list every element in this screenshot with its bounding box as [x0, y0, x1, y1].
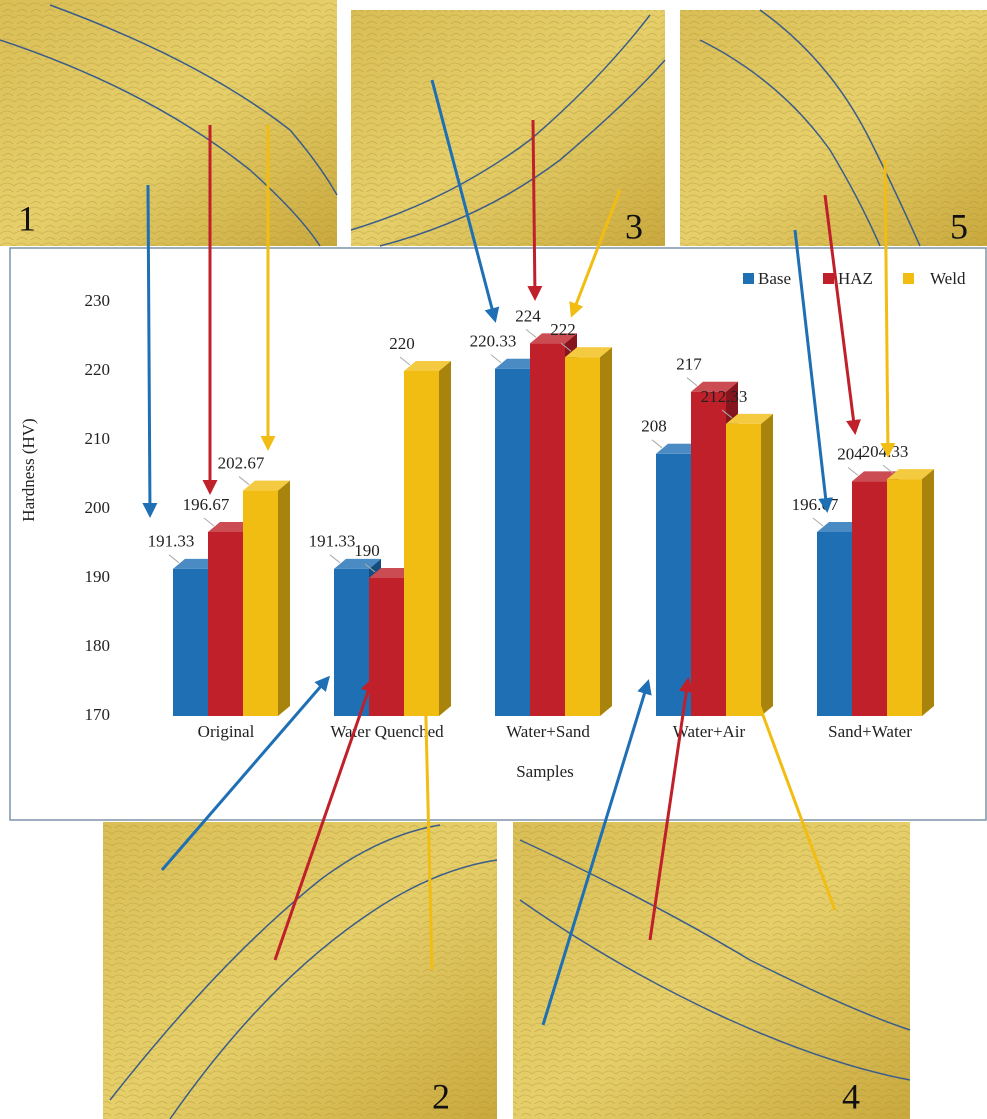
bar-side-shade [439, 361, 451, 716]
bar-front [852, 481, 887, 716]
bar-side-shade [600, 347, 612, 716]
value-label: 217 [676, 355, 702, 374]
bar-front [565, 357, 600, 716]
bar [404, 361, 451, 716]
page: {"chart_data": {"type": "bar3d", "x_labe… [0, 0, 987, 1119]
value-label: 191.33 [309, 532, 356, 551]
legend-swatch [823, 273, 834, 284]
y-tick-label: 230 [85, 291, 111, 310]
x-axis-label: Samples [516, 762, 574, 781]
bar-front [334, 569, 369, 716]
value-label: 204.33 [862, 442, 909, 461]
x-tick-label: Water+Sand [506, 722, 590, 741]
bar-front [530, 343, 565, 716]
panel-number: 3 [625, 206, 643, 246]
bar-front [243, 491, 278, 716]
panel-number: 1 [18, 198, 36, 238]
value-label: 212.33 [701, 387, 748, 406]
value-label: 220.33 [470, 332, 517, 351]
value-label: 196.67 [183, 495, 230, 514]
value-label: 222 [550, 320, 576, 339]
bar-front [404, 371, 439, 716]
bar-front [817, 532, 852, 716]
y-tick-label: 180 [85, 636, 111, 655]
bar-front [369, 578, 404, 716]
legend-label: Weld [930, 269, 966, 288]
value-label: 190 [354, 541, 380, 560]
y-tick-label: 170 [85, 705, 111, 724]
legend-label: HAZ [838, 269, 873, 288]
y-tick-label: 190 [85, 567, 111, 586]
panel-number: 4 [842, 1076, 860, 1116]
bar-front [173, 569, 208, 716]
y-axis-label: Hardness (HV) [19, 418, 38, 521]
panel-number: 2 [432, 1076, 450, 1116]
micrograph-2: 2 [103, 822, 497, 1119]
bar-side-shade [761, 414, 773, 716]
value-label: 224 [515, 306, 541, 325]
x-tick-label: Water+Air [673, 722, 746, 741]
micrograph-3: 3 [351, 10, 665, 246]
value-label: 204 [837, 444, 863, 463]
value-label: 208 [641, 417, 667, 436]
bar-front [656, 454, 691, 716]
bar-front [208, 532, 243, 716]
legend-label: Base [758, 269, 791, 288]
x-tick-label: Original [198, 722, 255, 741]
micrograph-1: 1 [0, 0, 337, 246]
bar [726, 414, 773, 716]
bar [565, 347, 612, 716]
bar-front [495, 369, 530, 716]
y-tick-label: 200 [85, 498, 111, 517]
x-tick-label: Sand+Water [828, 722, 912, 741]
bar-front [726, 424, 761, 716]
figure: 1 3 5 2 4 Hardness (HV) Samples 170 180 19… [0, 0, 987, 1119]
y-tick-label: 210 [85, 429, 111, 448]
y-tick-label: 220 [85, 360, 111, 379]
bar [887, 469, 934, 716]
micrograph-4: 4 [513, 822, 910, 1119]
value-label: 196.67 [792, 495, 839, 514]
bar-front [691, 392, 726, 716]
panel-number: 5 [950, 206, 968, 246]
value-label: 202.67 [218, 453, 265, 472]
legend-swatch [743, 273, 754, 284]
legend-swatch [903, 273, 914, 284]
micrograph-5: 5 [680, 10, 987, 246]
bar [243, 481, 290, 716]
value-label: 220 [389, 334, 415, 353]
value-label: 191.33 [148, 532, 195, 551]
bar-side-shade [922, 469, 934, 716]
bar-side-shade [278, 481, 290, 716]
bar-front [887, 479, 922, 716]
